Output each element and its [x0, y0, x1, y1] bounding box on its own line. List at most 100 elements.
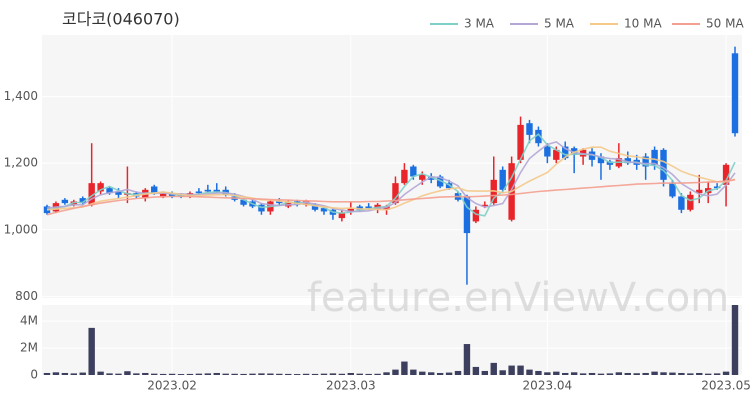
candle-body [651, 149, 658, 165]
volume-bar [588, 372, 596, 375]
volume-bar [347, 372, 354, 375]
candle-body [213, 189, 220, 192]
candle-body [722, 164, 730, 185]
volume-bar [142, 372, 149, 375]
volume-bar [365, 373, 372, 375]
x-tick-label: 2023.05 [701, 379, 750, 393]
volume-bar [258, 373, 265, 375]
ma-line [46, 179, 736, 216]
candle-body [678, 196, 685, 210]
candle-body [392, 183, 399, 204]
volume-bar [115, 373, 122, 375]
volume-bar [722, 371, 730, 375]
volume-bar [428, 372, 435, 375]
volume-bar [687, 373, 694, 375]
candle-body [436, 176, 444, 187]
volume-bar [669, 372, 676, 375]
volume-bar [267, 373, 274, 375]
candle-body [463, 196, 471, 234]
candle-body [624, 158, 631, 164]
volume-bar [678, 372, 685, 375]
candle-body [517, 124, 524, 160]
volume-bar [43, 372, 51, 375]
candle-body [401, 169, 408, 184]
candle-body [660, 149, 667, 180]
volume-bar [508, 365, 515, 375]
candle-body [499, 169, 506, 190]
candle-body [410, 166, 417, 177]
candle-body [115, 191, 122, 195]
candle-body [669, 183, 676, 197]
candle-body [419, 174, 426, 180]
volume-bar [70, 373, 78, 375]
volume-bar [240, 373, 247, 375]
volume-bar [195, 373, 203, 375]
volume-bar [651, 371, 658, 375]
x-tick-label: 2023.03 [326, 379, 376, 393]
volume-bar [624, 372, 631, 375]
volume-bar [392, 369, 399, 375]
candle-body [428, 176, 435, 180]
volume-bar [52, 372, 60, 375]
candle-body [588, 151, 596, 160]
volume-bar [311, 373, 319, 375]
y-tick-label: 1,000 [4, 222, 38, 236]
chart-title: 코다코(046070) [62, 10, 180, 29]
candle-body [195, 191, 203, 194]
volume-bar [276, 373, 283, 375]
volume-bar [544, 372, 551, 375]
candle-body [240, 199, 247, 205]
volume-bar [124, 371, 131, 375]
volume-bar [597, 373, 605, 375]
volume-bar [168, 373, 176, 375]
volume-bar [410, 369, 417, 375]
candle-body [713, 186, 721, 189]
volume-bar [356, 373, 363, 375]
volume-bar [186, 373, 194, 375]
x-tick-label: 2023.02 [147, 379, 197, 393]
volume-bar [329, 373, 337, 375]
legend-label: 5 MA [544, 17, 575, 31]
volume-bar [553, 371, 560, 375]
volume-bar [177, 374, 185, 375]
volume-bar [445, 372, 453, 375]
volume-bar [231, 373, 238, 375]
candle-body [472, 209, 480, 222]
volume-bar [633, 373, 640, 375]
volume-bar [570, 372, 578, 375]
volume-bar [713, 373, 721, 375]
legend-label: 3 MA [464, 17, 495, 31]
volume-bar [606, 373, 614, 375]
volume-bar [535, 370, 542, 375]
legend-label: 50 MA [706, 17, 744, 31]
volume-bar [338, 373, 346, 375]
volume-bar [704, 373, 712, 375]
volume-bar [383, 372, 390, 375]
candle-body [526, 123, 533, 135]
volume-bar [490, 362, 497, 375]
volume-bar [499, 370, 506, 375]
volume-bar [472, 366, 480, 375]
volume-bar [615, 372, 623, 375]
volume-bar [562, 372, 569, 375]
volume-bar [249, 373, 256, 375]
volume-bar [204, 373, 212, 375]
volume-bar [151, 373, 158, 375]
candle-body [151, 186, 158, 194]
volume-bar [642, 372, 649, 375]
candle-body [338, 213, 346, 219]
volume-bar [222, 373, 229, 375]
volume-bar [463, 344, 471, 375]
y-tick-label: 1,400 [4, 89, 38, 103]
ma-line [46, 141, 736, 213]
volume-bar [302, 373, 310, 375]
candle-body [597, 156, 605, 164]
volume-bar [481, 370, 489, 375]
candle-body [311, 204, 319, 210]
price-panel [42, 35, 742, 298]
candle-body [544, 146, 551, 157]
candle-body [320, 208, 328, 212]
volume-bar [320, 373, 328, 375]
volume-bar [696, 372, 703, 375]
candle-body [562, 146, 569, 159]
